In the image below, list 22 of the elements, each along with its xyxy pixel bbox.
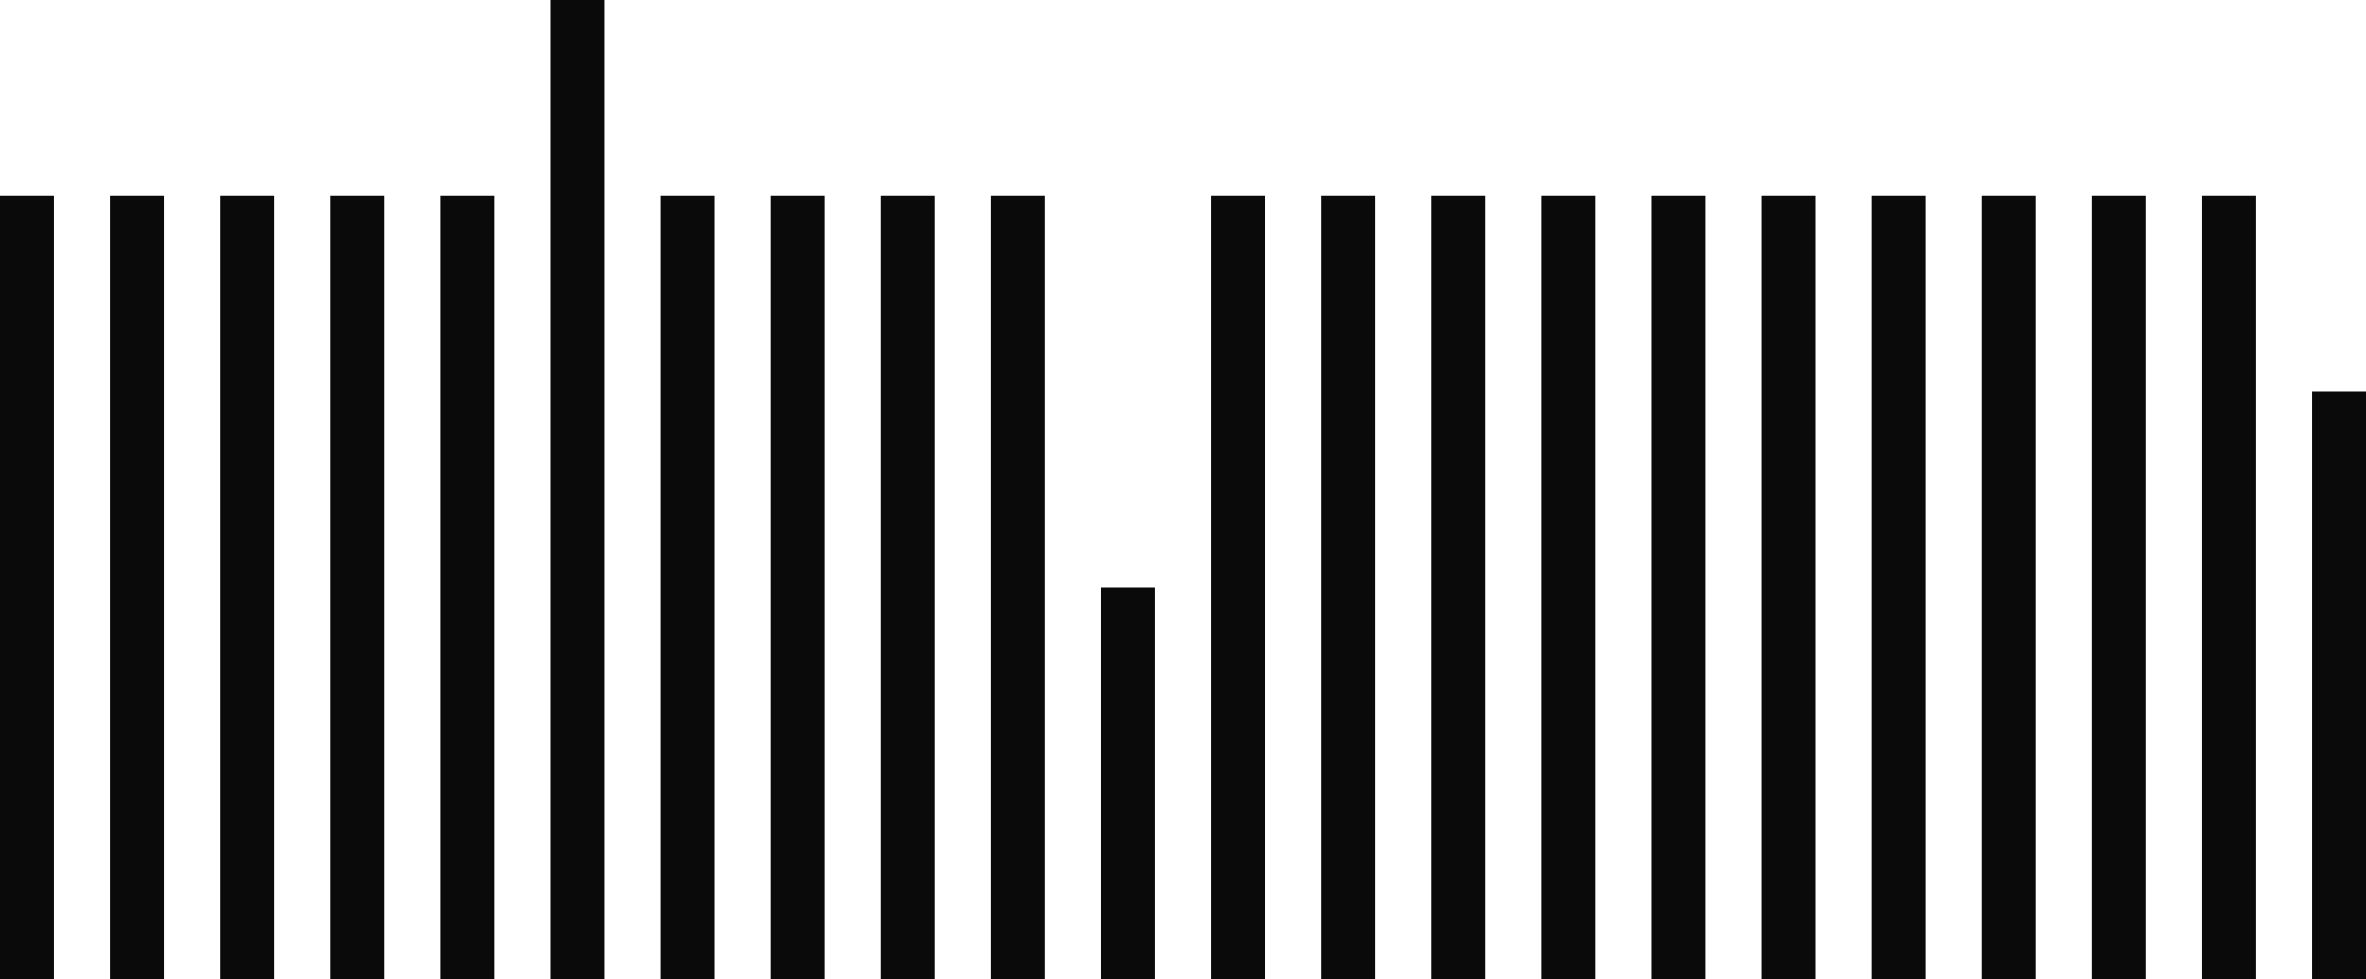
bar [110,195,165,979]
bar [2091,195,2146,979]
bar [1100,587,1155,979]
bar [660,195,715,979]
bar [880,195,935,979]
bar [1761,195,1816,979]
bar [1981,195,2036,979]
bar [1541,195,1596,979]
bar [1431,195,1486,979]
bar [2312,391,2366,979]
bar [1871,195,1926,979]
bar [550,0,605,979]
bar [330,195,385,979]
bar [990,195,1045,979]
bar [2201,195,2256,979]
bar [1321,195,1376,979]
bar [770,195,825,979]
bar [0,195,54,979]
bar [220,195,275,979]
bar [1211,195,1266,979]
bar [440,195,495,979]
bar [1651,195,1706,979]
